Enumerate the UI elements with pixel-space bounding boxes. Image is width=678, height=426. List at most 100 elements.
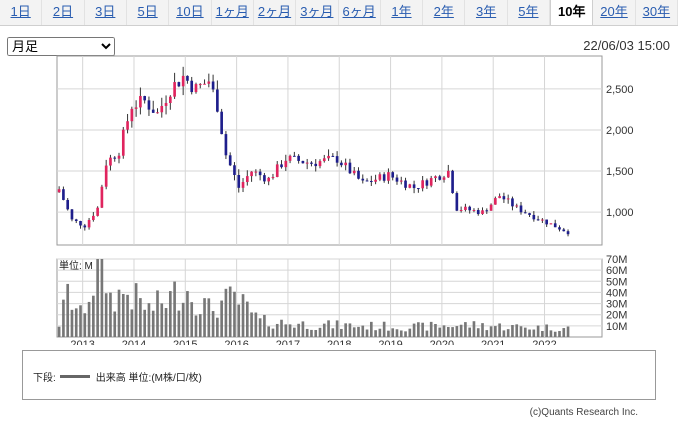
candle-body [391,172,395,178]
legend-line-swatch [59,375,90,378]
tab-13[interactable]: 5年 [508,0,551,25]
candle-body [224,134,228,156]
legend-row: 下段: 出来高 単位:(M株/口/枚) [33,369,202,384]
candle-body [464,206,467,210]
tab-11[interactable]: 2年 [423,0,466,25]
volume-bar [220,300,223,337]
candle-body [305,162,309,164]
volume-bar [562,328,566,337]
tab-8[interactable]: 3ヶ月 [296,0,339,25]
volume-bar [224,288,228,337]
volume-bar [472,321,476,337]
volume-bar [139,298,142,337]
candle-body [220,111,223,135]
volume-bar [446,327,450,337]
volume-bar [147,303,151,337]
candle-body [284,160,288,168]
volume-bar [425,330,429,337]
candle-body [382,174,386,181]
volume-bar [83,313,87,337]
tab-4[interactable]: 5日 [127,0,170,25]
candle-body [96,207,99,216]
volume-bar [408,328,412,337]
volume-bar [335,320,339,337]
tab-5[interactable]: 10日 [169,0,212,25]
candle-body [228,155,232,166]
volume-bar [502,330,506,337]
candle-body [87,220,91,228]
candle-body [121,129,125,156]
candle-body [92,215,95,221]
candle-body [263,175,266,182]
volume-bar [391,328,395,337]
volume-bar [66,283,70,337]
candle-body [395,177,399,182]
volume-bar [173,281,176,337]
tab-7[interactable]: 2ヶ月 [254,0,297,25]
volume-bar [549,330,553,337]
tab-10[interactable]: 1年 [381,0,424,25]
x-tick-label: 2022 [532,339,556,345]
volume-bar [481,323,484,337]
candle-body [369,181,373,183]
candle-body [442,177,446,180]
candle-body [79,220,82,226]
tab-9[interactable]: 6ヶ月 [339,0,381,25]
candle-body [361,178,365,181]
volume-bar [203,298,206,337]
volume-bar [378,328,382,337]
legend-volume-label: 出来高 単位:(M株/口/枚) [95,373,202,384]
tab-6[interactable]: 1ヶ月 [212,0,254,25]
period-tab-bar: 1日 2日 3日 5日 10日 1ヶ月 2ヶ月 3ヶ月 6ヶ月 1年 2年 3年 5年 10年 20年 30年 [0,0,678,26]
candle-body [62,189,65,200]
candle-body [280,164,283,168]
tab-1[interactable]: 1日 [0,0,43,25]
volume-bar [519,326,523,337]
stock-chart: 2013 2014 2015 2016 2017 2018 2019 2020 2021 2022… [56,55,634,345]
candle-body [100,186,104,208]
tab-3[interactable]: 3日 [85,0,127,25]
candle-body [566,231,570,235]
candle-body [250,171,253,177]
candle-body [327,155,330,159]
tab-12[interactable]: 3年 [465,0,508,25]
candle-body [558,227,561,230]
tab-14[interactable]: 10年 [550,0,594,25]
candle-body [117,155,121,159]
tab-2[interactable]: 2日 [42,0,85,25]
price-tick-label: 1,000 [606,207,634,219]
volume-bar [374,330,377,337]
volume-bar [434,323,437,337]
candle-body [352,170,356,174]
candle-body [532,214,536,220]
candle-body [104,165,108,187]
volume-bar [558,331,561,337]
tab-16[interactable]: 30年 [636,0,678,25]
candle-body [378,174,382,180]
volume-bar [541,330,544,337]
candle-body [233,165,236,175]
volume-bar [523,327,527,337]
candle-body [130,108,134,122]
candle-body [70,209,74,220]
candle-body [357,170,360,179]
candle-body [545,219,548,225]
candle-body [446,170,450,178]
candle-body [293,155,296,157]
x-tick-label: 2019 [378,339,402,345]
candle-body [506,198,510,200]
candle-body [408,184,412,188]
candle-body [412,184,416,189]
copyright: (c)Quants Research Inc. [529,407,638,418]
tab-15[interactable]: 20年 [593,0,636,25]
candle-body [515,205,519,207]
candle-body [519,205,523,213]
volume-bar [233,291,236,337]
candle-body [335,156,339,163]
candle-body [198,84,202,86]
candle-interval-select[interactable]: 月足 [7,37,115,56]
candle-body [194,84,198,93]
candle-body [254,171,258,173]
candle-body [494,198,497,205]
volume-bar [494,326,497,337]
